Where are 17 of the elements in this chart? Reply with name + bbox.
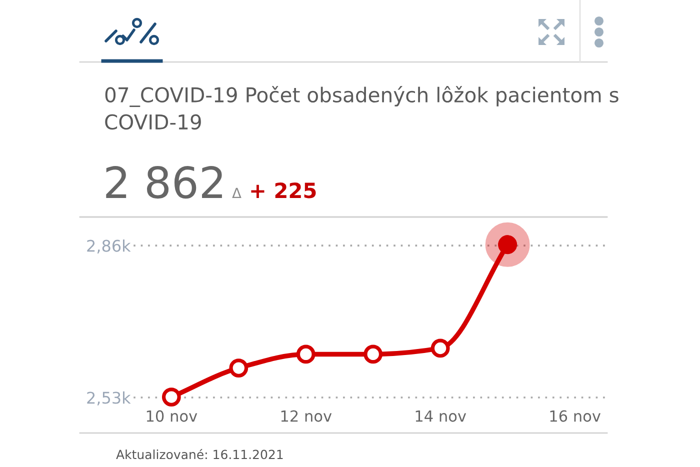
y-tick-label: 2,53k xyxy=(87,391,131,406)
text: 2 862 xyxy=(106,166,222,199)
text: Aktualizované: 16.11.2021 xyxy=(116,449,283,460)
x-tick-label: 12 nov xyxy=(281,410,332,422)
text: Δ xyxy=(232,188,242,198)
y-tick-label: 2,86k xyxy=(87,239,131,254)
chart-title: 07_COVID-19 Počet obsadených lôžok pacientom s COVID-19 xyxy=(105,86,618,130)
x-tick-label: 14 nov xyxy=(416,410,466,422)
point xyxy=(296,344,316,364)
x-tick-label: 10 nov xyxy=(146,410,198,422)
point xyxy=(229,358,248,378)
point xyxy=(485,222,530,267)
point xyxy=(364,344,383,364)
point xyxy=(162,388,181,406)
point xyxy=(430,338,450,358)
x-tick-label: 16 nov xyxy=(550,410,601,422)
text: + 225 xyxy=(251,182,316,198)
